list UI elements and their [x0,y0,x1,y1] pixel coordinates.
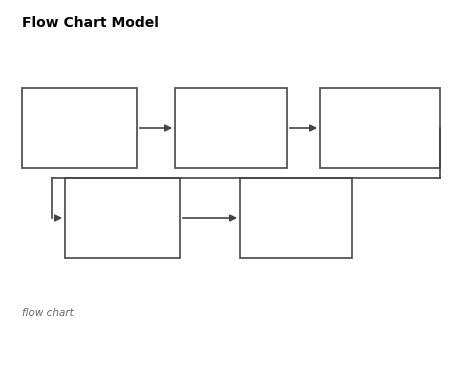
Bar [320,88,440,168]
Text: flow chart: flow chart [22,308,74,318]
Bar [175,88,287,168]
Bar [240,178,352,258]
Text: Flow Chart Model: Flow Chart Model [22,16,159,30]
Bar [22,88,137,168]
Bar [65,178,180,258]
